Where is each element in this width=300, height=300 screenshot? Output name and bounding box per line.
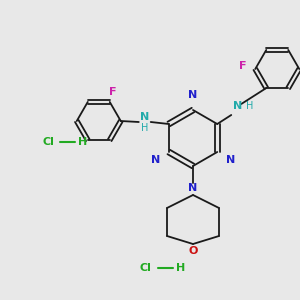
Text: H: H	[78, 137, 88, 147]
Text: F: F	[109, 87, 116, 97]
Text: H: H	[176, 263, 186, 273]
Text: H: H	[141, 123, 148, 133]
Text: N: N	[226, 155, 235, 165]
Text: N: N	[188, 183, 198, 193]
Text: Cl: Cl	[42, 137, 54, 147]
Text: O: O	[188, 246, 198, 256]
Text: N: N	[151, 155, 160, 165]
Text: N: N	[140, 112, 149, 122]
Text: F: F	[239, 61, 247, 71]
Text: H: H	[246, 101, 253, 111]
Text: Cl: Cl	[139, 263, 151, 273]
Text: N: N	[232, 101, 242, 111]
Text: N: N	[188, 90, 198, 100]
